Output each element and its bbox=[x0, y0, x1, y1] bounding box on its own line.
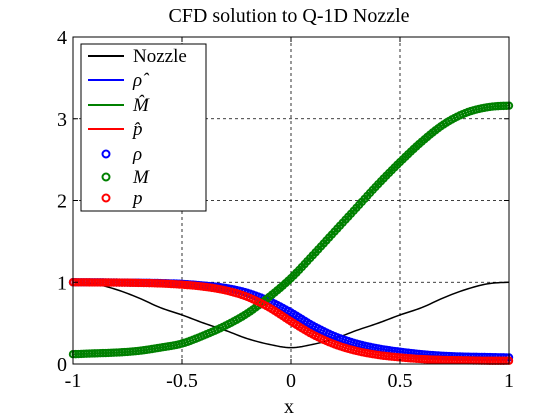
x-tick-label: -0.5 bbox=[166, 370, 198, 392]
x-tick-label: 0 bbox=[286, 370, 296, 392]
legend-box bbox=[80, 43, 207, 212]
legend-marker-swatch bbox=[101, 149, 111, 159]
legend-label: p bbox=[131, 188, 143, 209]
legend-marker-swatch bbox=[101, 193, 111, 203]
marker-series-p bbox=[68, 278, 514, 365]
y-tick-label: 2 bbox=[57, 191, 67, 213]
data-markers bbox=[68, 101, 514, 365]
chart-title: CFD solution to Q-1D Nozzle bbox=[168, 5, 409, 27]
x-tick-label: 0.5 bbox=[388, 370, 413, 392]
y-tick-label: 0 bbox=[57, 354, 67, 376]
legend-label: M̂ bbox=[132, 95, 150, 116]
legend-label: ρ bbox=[132, 144, 142, 165]
y-tick-label: 3 bbox=[57, 109, 67, 131]
y-tick-label: 1 bbox=[57, 272, 67, 294]
marker-series-M bbox=[68, 101, 514, 359]
x-tick-label: 1 bbox=[504, 370, 514, 392]
legend-label: Nozzle bbox=[133, 46, 187, 67]
legend-marker-swatch bbox=[101, 172, 111, 182]
legend-label: M bbox=[132, 167, 150, 188]
x-tick-label: -1 bbox=[65, 370, 82, 392]
axis-ticks: -1 -0.5 0 0.5 1 0 1 2 3 4 bbox=[57, 27, 514, 392]
legend-label: p̂ bbox=[131, 119, 143, 140]
y-tick-label: 4 bbox=[57, 27, 67, 49]
series-line-0 bbox=[72, 281, 510, 349]
x-axis-label: x bbox=[284, 396, 294, 418]
